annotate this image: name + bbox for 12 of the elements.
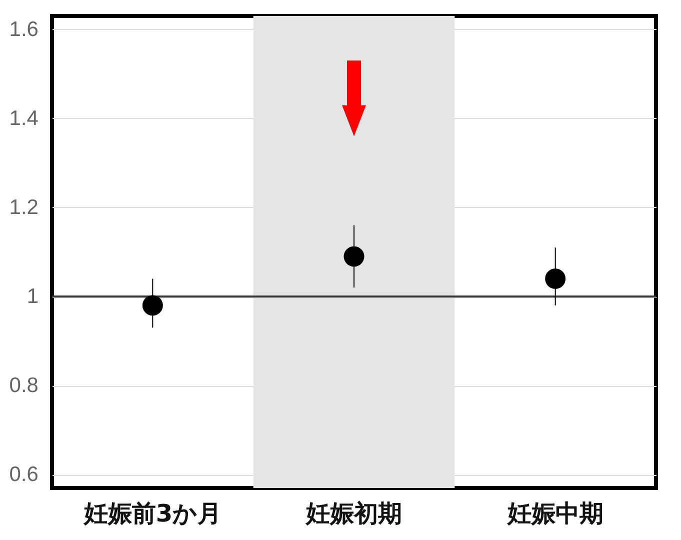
- point: [545, 268, 566, 289]
- y-tick-label: 1.4: [9, 106, 39, 130]
- point: [142, 295, 163, 316]
- y-tick-label: 0.8: [9, 374, 38, 398]
- y-tick-label: 1: [26, 285, 38, 308]
- y-tick-label: 1.6: [9, 18, 38, 41]
- x-tick-label: 妊娠初期: [305, 500, 402, 528]
- point: [344, 246, 364, 267]
- y-tick-label: 0.6: [9, 463, 38, 486]
- y-tick-label: 1.2: [9, 196, 38, 219]
- x-tick-label: 妊娠中期: [506, 500, 604, 528]
- x-tick-label: 妊娠前3か月: [82, 500, 222, 528]
